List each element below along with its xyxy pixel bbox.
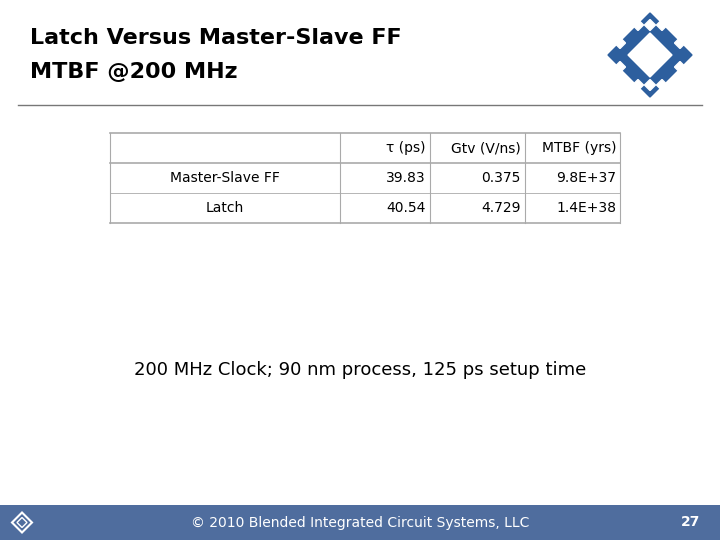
Polygon shape — [614, 37, 626, 49]
Text: Latch Versus Master-Slave FF: Latch Versus Master-Slave FF — [30, 28, 402, 48]
Text: 27: 27 — [680, 516, 700, 530]
Text: 4.729: 4.729 — [482, 201, 521, 215]
Polygon shape — [17, 517, 27, 528]
Polygon shape — [632, 79, 644, 91]
Polygon shape — [675, 37, 685, 49]
Text: 0.375: 0.375 — [482, 171, 521, 185]
Text: © 2010 Blended Integrated Circuit Systems, LLC: © 2010 Blended Integrated Circuit System… — [191, 516, 529, 530]
Text: 40.54: 40.54 — [387, 201, 426, 215]
Polygon shape — [657, 79, 667, 91]
Polygon shape — [657, 19, 667, 30]
Text: 39.83: 39.83 — [387, 171, 426, 185]
Text: τ (ps): τ (ps) — [387, 141, 426, 155]
Text: 9.8E+37: 9.8E+37 — [556, 171, 616, 185]
Text: MTBF (yrs): MTBF (yrs) — [541, 141, 616, 155]
Polygon shape — [614, 62, 626, 72]
Text: MTBF @200 MHz: MTBF @200 MHz — [30, 62, 238, 82]
Text: Latch: Latch — [206, 201, 244, 215]
Bar — [0, 505, 720, 540]
Text: Gtv (V/ns): Gtv (V/ns) — [451, 141, 521, 155]
Polygon shape — [644, 79, 655, 91]
Text: 1.4E+38: 1.4E+38 — [556, 201, 616, 215]
Polygon shape — [628, 33, 672, 77]
Polygon shape — [644, 19, 655, 30]
Text: 200 MHz Clock; 90 nm process, 125 ps setup time: 200 MHz Clock; 90 nm process, 125 ps set… — [134, 361, 586, 379]
Polygon shape — [675, 62, 685, 72]
Text: Master-Slave FF: Master-Slave FF — [170, 171, 280, 185]
Polygon shape — [608, 13, 692, 97]
Polygon shape — [632, 19, 644, 30]
